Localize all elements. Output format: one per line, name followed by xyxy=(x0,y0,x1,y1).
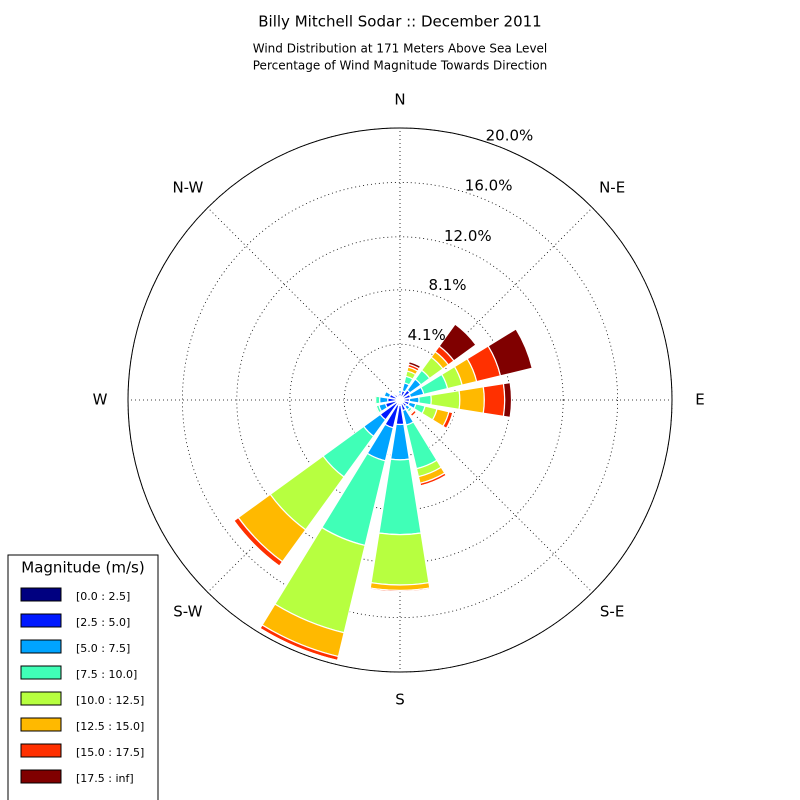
legend-label: [17.5 : inf] xyxy=(76,772,134,785)
direction-label: N-W xyxy=(172,178,203,196)
legend-title: Magnitude (m/s) xyxy=(21,559,144,577)
direction-label: S-W xyxy=(173,603,202,621)
wedge xyxy=(379,396,389,404)
direction-label: N xyxy=(394,91,405,109)
legend-swatch xyxy=(20,665,62,680)
chart-subtitle: Percentage of Wind Magnitude Towards Dir… xyxy=(253,59,547,73)
wedge xyxy=(438,323,477,362)
grid-spoke xyxy=(399,399,593,593)
wedge xyxy=(458,386,485,414)
legend-swatch xyxy=(20,613,62,628)
legend-label: [15.0 : 17.5] xyxy=(76,746,144,759)
chart-subtitle: Wind Distribution at 171 Meters Above Se… xyxy=(253,42,548,56)
r-tick-label: 4.1% xyxy=(408,326,446,344)
wedge xyxy=(411,411,417,417)
polar-frame xyxy=(127,127,673,673)
r-tick-label: 20.0% xyxy=(486,126,534,144)
wedge xyxy=(420,474,447,487)
r-tick-label: 16.0% xyxy=(465,177,513,195)
wedge xyxy=(370,532,430,586)
r-tick-label: 12.0% xyxy=(444,227,492,245)
wedge xyxy=(482,382,506,418)
wedge xyxy=(378,458,422,536)
legend-swatch xyxy=(20,769,62,784)
wedge xyxy=(502,381,513,419)
legend-label: [5.0 : 7.5] xyxy=(76,642,130,655)
wedge xyxy=(391,391,395,395)
legend-swatch xyxy=(20,743,62,758)
legend-label: [12.5 : 15.0] xyxy=(76,720,144,733)
direction-label: S xyxy=(395,691,405,709)
legend: Magnitude (m/s) [0.0 : 2.5] [2.5 : 5.0] [5.… xyxy=(7,554,159,800)
wedge xyxy=(233,520,280,567)
wedge xyxy=(430,389,461,411)
legend-label: [2.5 : 5.0] xyxy=(76,616,130,629)
wedge xyxy=(407,360,422,370)
r-tick-label: 8.1% xyxy=(428,276,466,294)
direction-label: S-E xyxy=(600,603,624,621)
legend-label: [0.0 : 2.5] xyxy=(76,590,130,603)
direction-label: W xyxy=(93,391,108,409)
wedges xyxy=(233,323,533,662)
wedge xyxy=(445,411,455,430)
direction-label: E xyxy=(695,391,704,409)
legend-swatch xyxy=(20,717,62,732)
direction-label: N-E xyxy=(599,178,625,196)
chart-title: Billy Mitchell Sodar :: December 2011 xyxy=(258,13,541,31)
legend-label: [10.0 : 12.5] xyxy=(76,694,144,707)
legend-swatch xyxy=(20,639,62,654)
wedge xyxy=(418,394,432,406)
grid-spoke xyxy=(399,207,593,401)
legend-swatch xyxy=(20,691,62,706)
wedge xyxy=(487,328,533,377)
legend-swatch xyxy=(20,587,62,602)
grid-spoke xyxy=(207,207,401,401)
legend-label: [7.5 : 10.0] xyxy=(76,668,137,681)
grid-ring xyxy=(181,181,619,619)
